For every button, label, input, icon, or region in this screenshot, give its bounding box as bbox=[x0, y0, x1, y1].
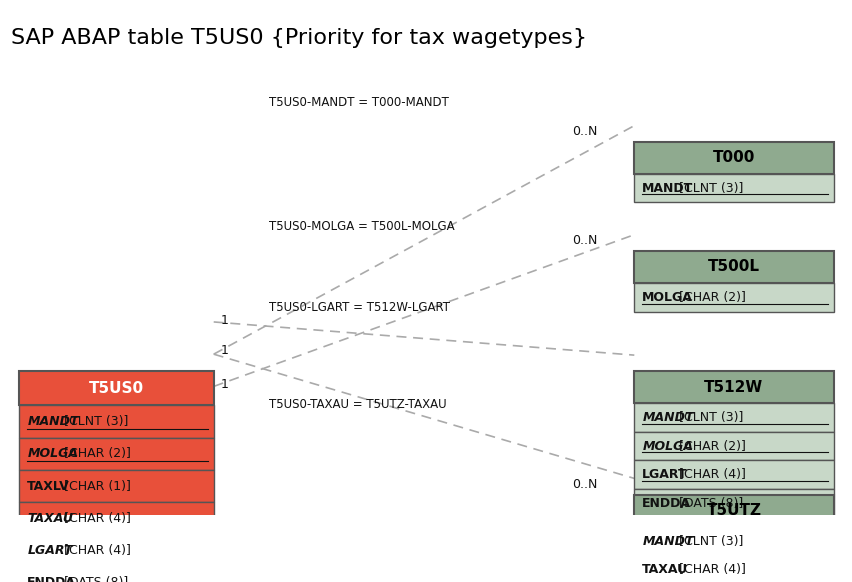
Text: [CHAR (2)]: [CHAR (2)] bbox=[60, 447, 130, 460]
Text: T512W: T512W bbox=[704, 380, 763, 395]
Text: TAXLV: TAXLV bbox=[27, 480, 70, 492]
Text: T5US0-MANDT = T000-MANDT: T5US0-MANDT = T000-MANDT bbox=[268, 95, 448, 109]
Text: ENDDA: ENDDA bbox=[27, 576, 76, 582]
Text: T500L: T500L bbox=[707, 260, 759, 275]
Text: MANDT: MANDT bbox=[642, 411, 693, 424]
Text: T5US0-MOLGA = T500L-MOLGA: T5US0-MOLGA = T500L-MOLGA bbox=[268, 220, 453, 233]
Text: [CHAR (4)]: [CHAR (4)] bbox=[60, 512, 130, 525]
Bar bbox=[634, 489, 832, 517]
Text: MOLGA: MOLGA bbox=[27, 447, 78, 460]
Text: [CHAR (4)]: [CHAR (4)] bbox=[674, 468, 745, 481]
Bar bbox=[634, 174, 832, 203]
Text: 1: 1 bbox=[221, 378, 228, 391]
Text: [CLNT (3)]: [CLNT (3)] bbox=[60, 415, 128, 428]
Text: MANDT: MANDT bbox=[27, 415, 78, 428]
Text: [CLNT (3)]: [CLNT (3)] bbox=[674, 411, 742, 424]
Text: MANDT: MANDT bbox=[642, 534, 693, 548]
Bar bbox=[634, 251, 832, 283]
Bar bbox=[20, 502, 214, 534]
Text: 1: 1 bbox=[221, 344, 228, 357]
Text: 0..N: 0..N bbox=[572, 234, 596, 247]
Text: [CLNT (3)]: [CLNT (3)] bbox=[674, 534, 742, 548]
Bar bbox=[634, 460, 832, 489]
Text: [CHAR (2)]: [CHAR (2)] bbox=[674, 291, 745, 304]
Text: [DATS (8)]: [DATS (8)] bbox=[674, 496, 742, 510]
Bar bbox=[634, 371, 832, 403]
Text: MOLGA: MOLGA bbox=[642, 291, 693, 304]
Text: [CHAR (4)]: [CHAR (4)] bbox=[60, 544, 130, 557]
Text: T5US0-LGART = T512W-LGART: T5US0-LGART = T512W-LGART bbox=[268, 301, 449, 314]
Text: TAXAU: TAXAU bbox=[642, 563, 688, 576]
Bar bbox=[634, 555, 832, 582]
Text: 0..N: 0..N bbox=[572, 478, 596, 491]
Text: T5US0-TAXAU = T5UTZ-TAXAU: T5US0-TAXAU = T5UTZ-TAXAU bbox=[268, 398, 446, 411]
Text: [CHAR (2)]: [CHAR (2)] bbox=[674, 439, 745, 453]
Text: T000: T000 bbox=[712, 150, 754, 165]
Bar bbox=[634, 403, 832, 432]
Text: ENDDA: ENDDA bbox=[642, 496, 690, 510]
Bar bbox=[20, 567, 214, 582]
Text: LGART: LGART bbox=[642, 468, 687, 481]
Text: T5US0: T5US0 bbox=[89, 381, 144, 396]
Bar bbox=[634, 142, 832, 174]
Text: MOLGA: MOLGA bbox=[642, 439, 693, 453]
Text: [CLNT (3)]: [CLNT (3)] bbox=[674, 182, 742, 195]
Text: 0..N: 0..N bbox=[572, 125, 596, 138]
Text: [CHAR (4)]: [CHAR (4)] bbox=[674, 563, 745, 576]
Bar bbox=[634, 283, 832, 311]
Bar bbox=[20, 438, 214, 470]
Text: T5UTZ: T5UTZ bbox=[705, 503, 761, 518]
Bar bbox=[634, 527, 832, 555]
Text: 1: 1 bbox=[221, 314, 228, 327]
Text: MANDT: MANDT bbox=[642, 182, 693, 195]
Text: TAXAU: TAXAU bbox=[27, 512, 73, 525]
Bar bbox=[20, 534, 214, 567]
Text: LGART: LGART bbox=[27, 544, 72, 557]
Text: SAP ABAP table T5US0 {Priority for tax wagetypes}: SAP ABAP table T5US0 {Priority for tax w… bbox=[11, 28, 587, 48]
Bar bbox=[20, 406, 214, 438]
Bar bbox=[634, 432, 832, 460]
Bar bbox=[634, 495, 832, 527]
Bar bbox=[20, 470, 214, 502]
Bar bbox=[20, 371, 214, 406]
Text: [CHAR (1)]: [CHAR (1)] bbox=[60, 480, 130, 492]
Text: [DATS (8)]: [DATS (8)] bbox=[60, 576, 128, 582]
